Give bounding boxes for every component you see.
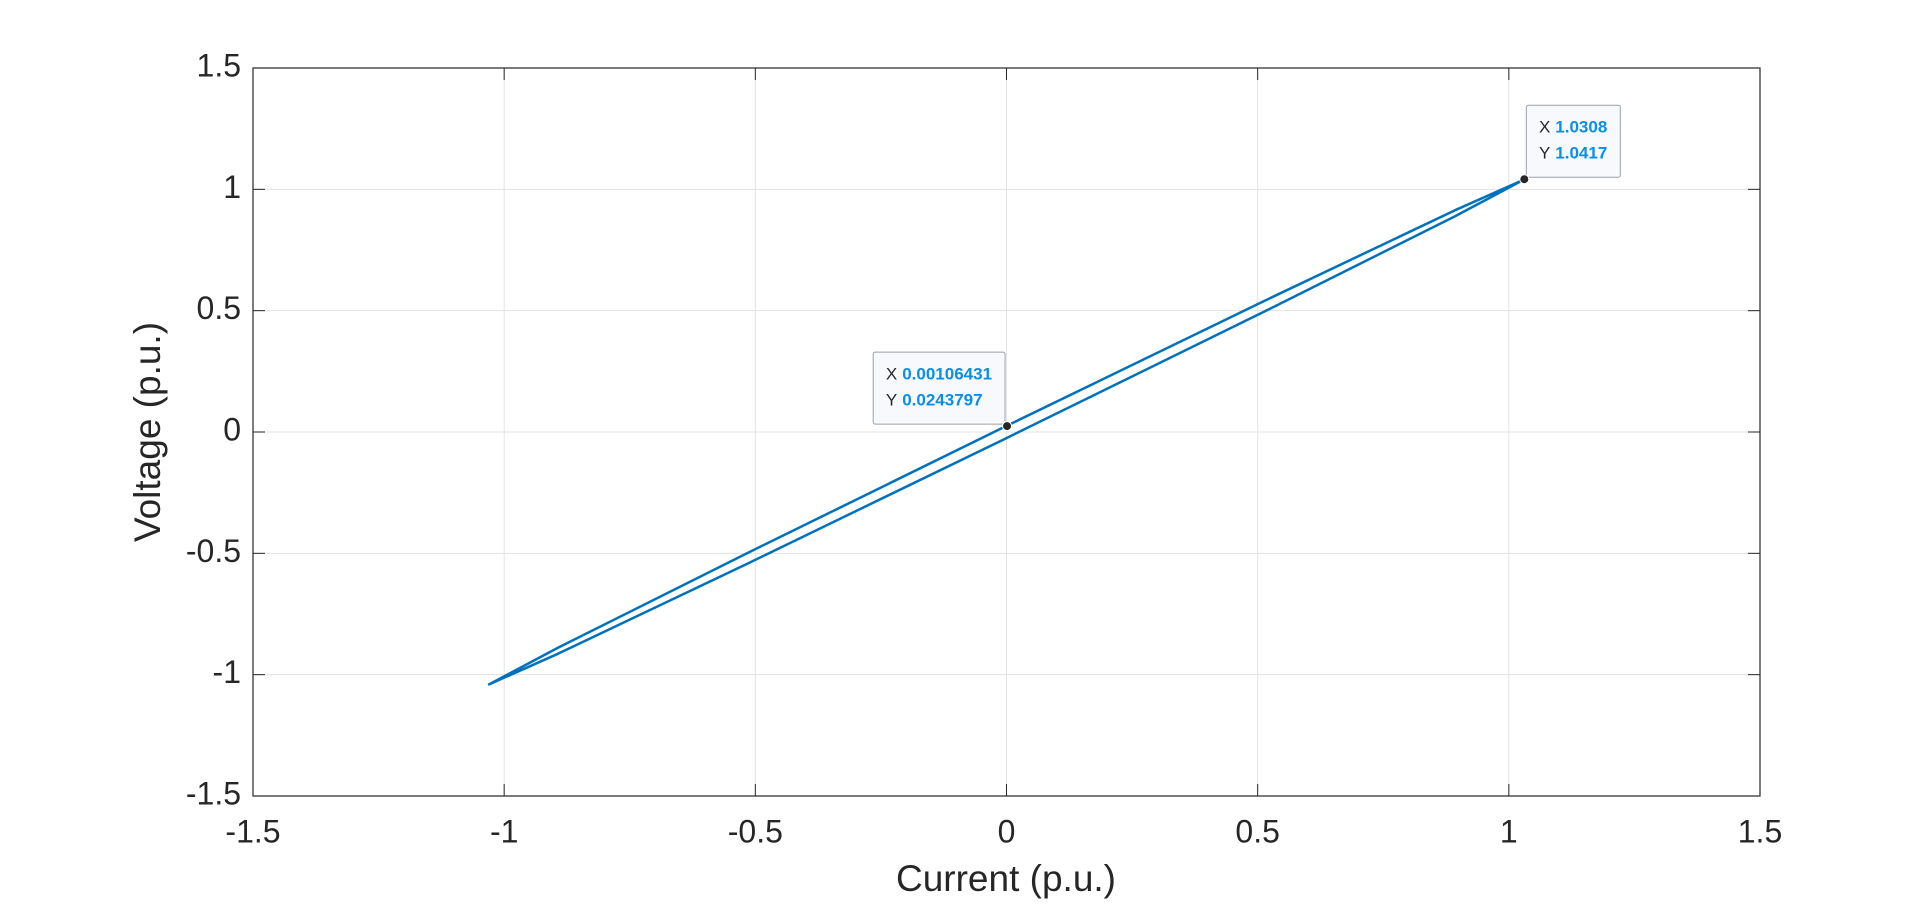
datatip-x-name: X	[886, 365, 897, 384]
datatip-x-name: X	[1539, 118, 1550, 137]
datatip-box	[1525, 104, 1621, 178]
x-tick-label: -1	[490, 813, 518, 849]
y-tick-label: -0.5	[186, 533, 241, 569]
x-tick-label: 1.5	[1738, 813, 1782, 849]
datatip-x-value: 1.0308	[1555, 118, 1607, 137]
datatip-y-value: 1.0417	[1555, 144, 1607, 163]
y-tick-label: -1.5	[186, 775, 241, 811]
y-axis-label: Voltage (p.u.)	[127, 322, 168, 542]
x-tick-label: 0.5	[1235, 813, 1279, 849]
y-tick-label: 0.5	[197, 290, 241, 326]
datatip: X 1.0308 Y 1.0417	[1525, 104, 1621, 178]
y-tick-label: 1.5	[197, 47, 241, 83]
datatip-marker	[1519, 174, 1530, 185]
x-tick-label: 1	[1500, 813, 1518, 849]
datatip-y-name: Y	[886, 391, 897, 410]
x-axis-label: Current (p.u.)	[896, 858, 1116, 899]
datatip-y-value: 0.0243797	[902, 391, 982, 410]
y-tick-label: 0	[223, 411, 241, 447]
datatip-y-name: Y	[1539, 144, 1550, 163]
x-tick-label: 0	[998, 813, 1016, 849]
datatip-marker	[1002, 421, 1013, 432]
datatip-x-value: 0.00106431	[902, 365, 992, 384]
datatip-box	[872, 351, 1006, 425]
y-tick-label: -1	[213, 654, 241, 690]
data-line	[487, 178, 1525, 686]
x-tick-label: -1.5	[225, 813, 280, 849]
y-tick-label: 1	[223, 169, 241, 205]
x-tick-label: -0.5	[728, 813, 783, 849]
datatip: X 0.00106431 Y 0.0243797	[872, 351, 1006, 425]
